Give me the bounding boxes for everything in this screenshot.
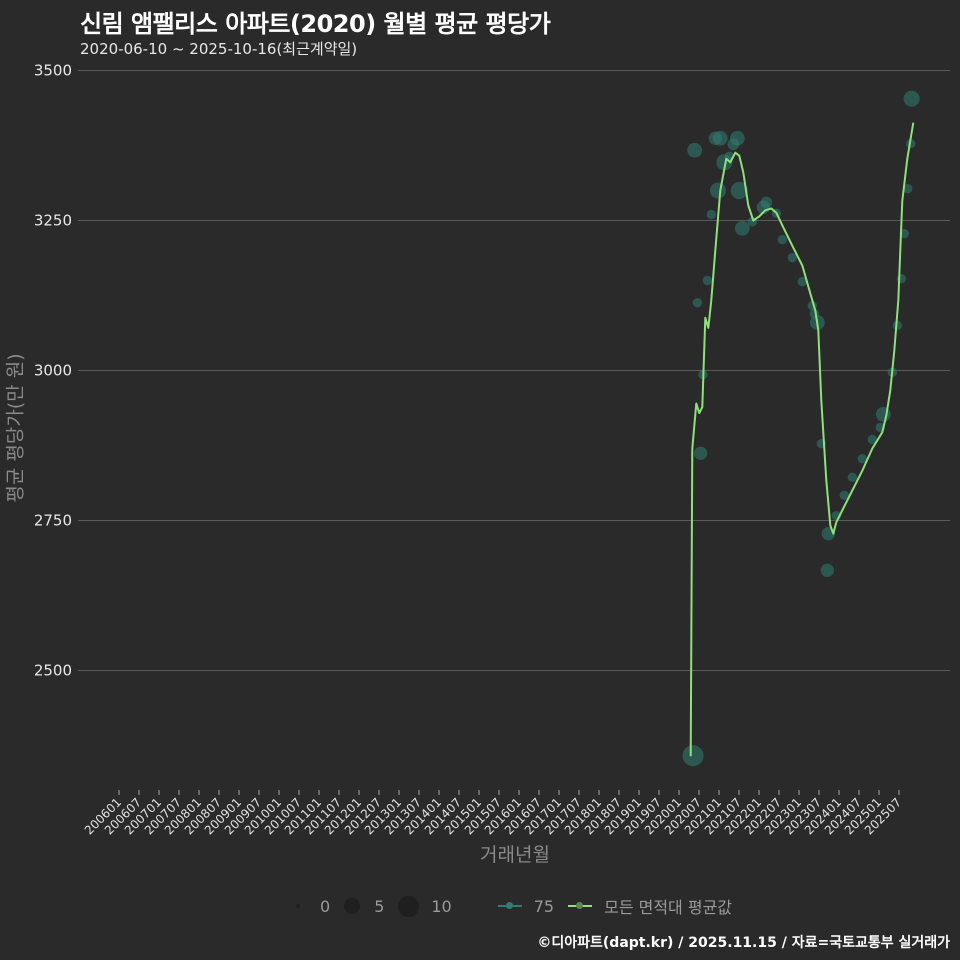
data-point xyxy=(847,472,858,482)
data-point xyxy=(760,196,773,209)
series-75-points xyxy=(682,90,920,767)
data-point xyxy=(712,130,728,146)
data-point xyxy=(787,253,798,263)
legend-size-0: 0 xyxy=(296,897,330,916)
data-point xyxy=(709,182,727,199)
source-footer: ©디아파트(dapt.kr) / 2025.11.15 / 자료=국토교통부 실… xyxy=(537,935,950,951)
y-tick-label: 3250 xyxy=(34,212,72,230)
gridlines xyxy=(78,70,950,671)
y-tick-label: 3500 xyxy=(34,62,72,80)
size-dot-icon xyxy=(398,895,420,917)
data-point xyxy=(902,184,913,194)
data-point xyxy=(777,235,788,245)
data-point xyxy=(875,406,891,422)
y-tick-label: 2500 xyxy=(34,662,72,680)
legend-series-75: 75 xyxy=(497,897,554,916)
legend-size-5: 5 xyxy=(344,897,384,916)
size-dot-icon xyxy=(296,904,300,908)
data-point xyxy=(682,745,704,767)
x-axis-ticks: 2006012006072007012007072008012008072009… xyxy=(82,790,904,838)
legend: 0 5 10 75 모든 면적대 평균값 xyxy=(296,892,746,920)
chart-subtitle: 2020-06-10 ~ 2025-10-16(최근계약일) xyxy=(80,40,358,58)
data-point xyxy=(687,142,703,158)
data-point xyxy=(903,90,920,107)
y-axis-title: 평균 평당가(만 원) xyxy=(4,353,27,503)
data-point xyxy=(730,181,748,200)
y-axis-ticks: 2500 2750 3000 3250 3500 xyxy=(34,62,72,680)
legend-series-average: 모든 면적대 평균값 xyxy=(568,894,732,918)
data-point xyxy=(693,446,708,460)
data-point xyxy=(839,490,850,500)
data-point xyxy=(702,275,713,286)
chart-title: 신림 앰팰리스 아파트(2020) 월별 평균 평당가 xyxy=(80,10,551,38)
x-axis-title: 거래년월 xyxy=(480,844,550,866)
y-tick-label: 2750 xyxy=(34,512,72,530)
data-point xyxy=(734,220,750,236)
legend-size-10: 10 xyxy=(398,895,452,917)
data-point xyxy=(706,209,717,220)
data-point xyxy=(729,130,745,146)
size-dot-icon xyxy=(344,898,361,914)
line-marker-icon xyxy=(568,902,593,909)
line-marker-icon xyxy=(497,902,522,909)
y-tick-label: 3000 xyxy=(34,362,72,380)
data-point xyxy=(892,320,903,331)
data-point xyxy=(867,434,878,445)
data-point xyxy=(797,277,808,287)
data-point xyxy=(692,298,703,308)
data-point xyxy=(820,563,835,577)
data-point xyxy=(857,454,868,464)
series-average-line xyxy=(689,122,915,757)
